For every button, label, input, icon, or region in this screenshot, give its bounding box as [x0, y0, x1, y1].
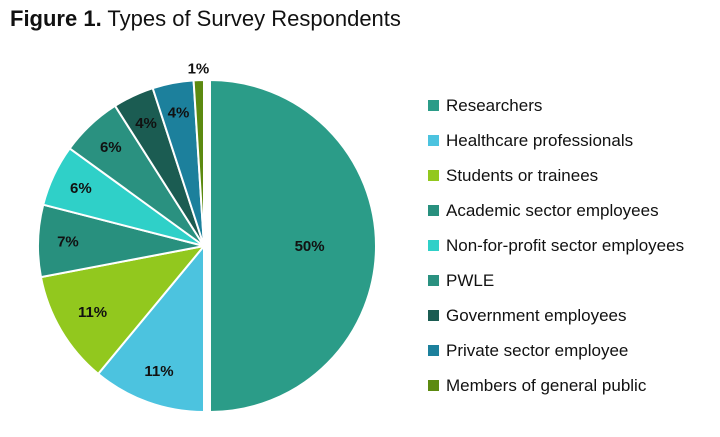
pie-slice-healthcare-professionals: [96, 243, 205, 414]
chart-legend: Researchers Healthcare professionals Stude…: [428, 88, 684, 403]
data-label-government-employees: 4%: [135, 115, 157, 132]
legend-label: Healthcare professionals: [446, 130, 634, 150]
legend-label: Private sector employee: [446, 340, 629, 360]
legend-item: Government employees: [428, 298, 684, 333]
pie-slice-researchers: [209, 78, 377, 414]
figure-title-text: Types of Survey Respondents: [107, 6, 401, 31]
data-label-researchers: 50%: [295, 238, 325, 255]
pie-slice-members-of-general-public: [192, 78, 205, 247]
legend-swatch: [428, 100, 439, 111]
legend-item: Healthcare professionals: [428, 123, 684, 158]
legend-label: Government employees: [446, 305, 627, 325]
data-label-academic-sector-employees: 7%: [57, 234, 79, 251]
legend-swatch: [428, 205, 439, 216]
legend-swatch: [428, 345, 439, 356]
legend-item: PWLE: [428, 263, 684, 298]
legend-label: PWLE: [446, 270, 495, 290]
data-label-healthcare-professionals: 11%: [144, 363, 173, 380]
data-label-members-of-general-public: 1%: [188, 60, 210, 77]
legend-swatch: [428, 170, 439, 181]
legend-label: Students or trainees: [446, 165, 599, 185]
legend-swatch: [428, 240, 439, 251]
legend-label: Members of general public: [446, 375, 647, 395]
legend-item: Academic sector employees: [428, 193, 684, 228]
legend-label: Researchers: [446, 95, 543, 115]
data-label-private-sector-employee: 4%: [168, 104, 190, 121]
data-label-non-for-profit-sector-employees: 6%: [70, 180, 92, 197]
legend-item: Private sector employee: [428, 333, 684, 368]
legend-item: Researchers: [428, 88, 684, 123]
figure-title: Figure 1. Types of Survey Respondents: [10, 6, 401, 32]
legend-label: Academic sector employees: [446, 200, 659, 220]
legend-swatch: [428, 380, 439, 391]
legend-item: Students or trainees: [428, 158, 684, 193]
legend-swatch: [428, 310, 439, 321]
legend-item: Members of general public: [428, 368, 684, 403]
legend-item: Non-for-profit sector employees: [428, 228, 684, 263]
data-label-pwle: 6%: [100, 139, 122, 156]
figure-number: Figure 1.: [10, 6, 102, 31]
legend-swatch: [428, 275, 439, 286]
legend-label: Non-for-profit sector employees: [446, 235, 685, 255]
legend-swatch: [428, 135, 439, 146]
data-label-students-or-trainees: 11%: [78, 304, 107, 321]
pie-slice-students-or-trainees: [39, 244, 207, 376]
